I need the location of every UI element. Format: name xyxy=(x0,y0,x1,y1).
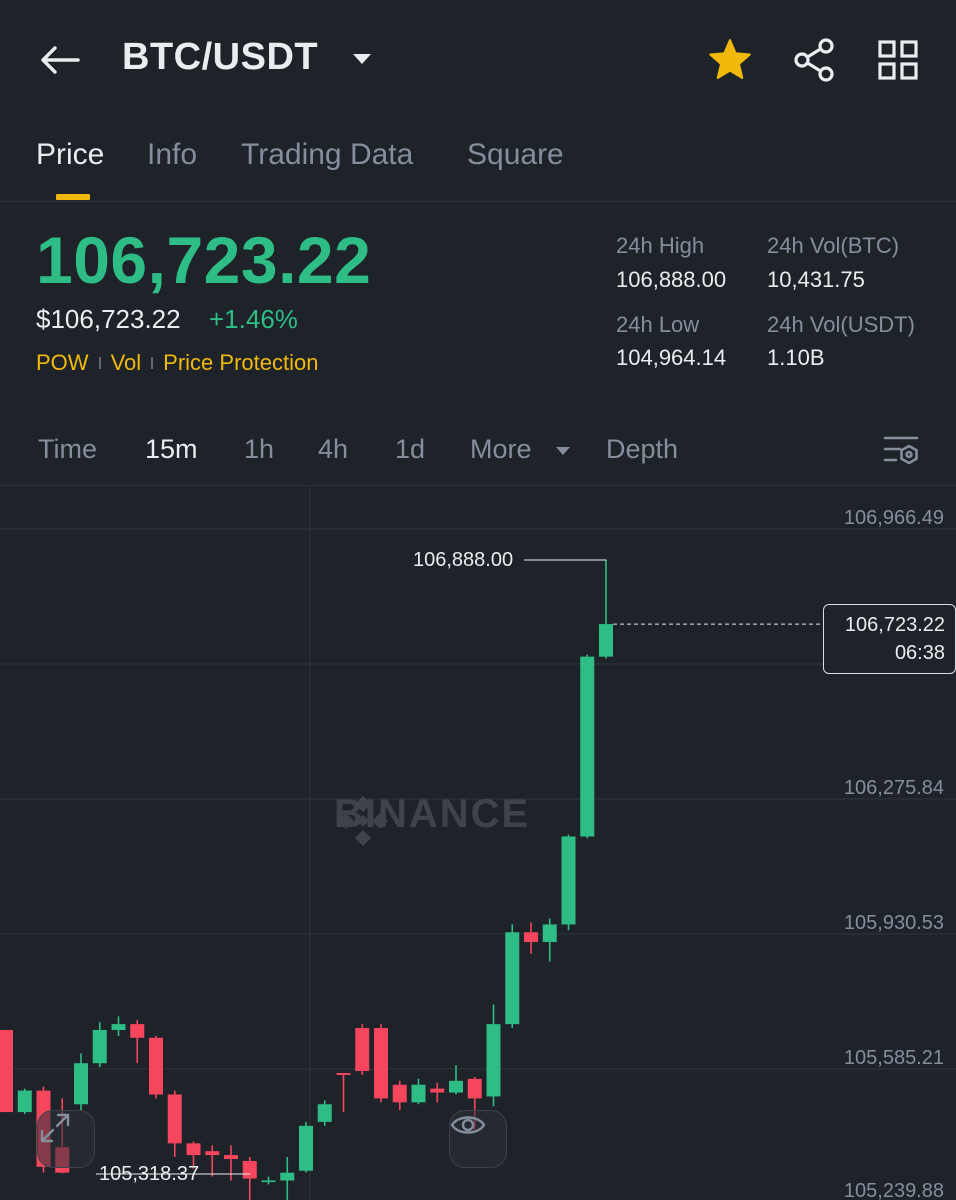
candle-body xyxy=(130,1024,145,1038)
watermark-text: BINANCE xyxy=(334,792,531,836)
high-marker-label: 106,888.00 xyxy=(413,549,514,571)
candle-body xyxy=(505,932,520,1025)
grid-icon[interactable] xyxy=(874,36,922,84)
stat-vol-btc-value: 10,431.75 xyxy=(767,267,865,292)
candle-body xyxy=(374,1028,388,1099)
binance-logo-icon xyxy=(338,796,388,846)
interval-bar: Time 15m 1h 4h 1d More Depth xyxy=(0,420,956,486)
chart-settings-icon[interactable] xyxy=(880,432,922,472)
header: BTC/USDT xyxy=(0,0,956,118)
candle-body xyxy=(167,1094,182,1144)
caret-down-icon[interactable] xyxy=(350,50,374,68)
interval-1d[interactable]: 1d xyxy=(395,434,426,464)
current-price-tag[interactable]: 106,723.22 06:38 xyxy=(823,604,956,674)
candle-body xyxy=(599,624,613,657)
tab-trading-data[interactable]: Trading Data xyxy=(241,138,414,171)
expand-icon[interactable] xyxy=(37,1110,95,1168)
back-arrow-icon[interactable] xyxy=(36,36,84,84)
caret-down-icon[interactable] xyxy=(555,444,571,456)
stat-vol-usdt-label: 24h Vol(USDT) xyxy=(767,312,915,337)
stat-vol-usdt-value: 1.10B xyxy=(767,345,825,370)
active-tab-indicator xyxy=(56,194,90,200)
low-marker-label: 105,318.37 xyxy=(99,1163,200,1185)
candle-body xyxy=(430,1088,445,1093)
chart-canvas xyxy=(0,487,956,1200)
share-icon[interactable] xyxy=(790,36,838,84)
candle-body xyxy=(280,1172,295,1181)
stat-low-label: 24h Low xyxy=(616,312,700,337)
tag-vol[interactable]: Vol xyxy=(110,350,142,375)
stat-high-label: 24h High xyxy=(616,233,705,258)
candle-body xyxy=(486,1024,501,1097)
candle-body xyxy=(224,1155,238,1159)
candle-body xyxy=(242,1160,257,1179)
candle-body xyxy=(186,1143,201,1156)
tag-pow[interactable]: POW xyxy=(36,350,89,375)
low-marker-line xyxy=(96,1173,251,1175)
interval-more[interactable]: More xyxy=(470,434,532,464)
interval-depth[interactable]: Depth xyxy=(606,434,679,464)
star-icon[interactable] xyxy=(706,36,754,84)
y-axis-tick: 105,585.21 xyxy=(843,1047,944,1069)
tag-separator xyxy=(151,357,154,369)
candle-body xyxy=(299,1125,313,1171)
y-axis-tick: 106,966.49 xyxy=(843,507,944,529)
candle-body xyxy=(449,1080,463,1093)
candle-body xyxy=(17,1090,32,1113)
candle-body xyxy=(355,1028,370,1072)
y-axis-tick: 105,239.88 xyxy=(843,1180,944,1200)
candle-body xyxy=(111,1024,126,1030)
candle-body xyxy=(261,1180,276,1183)
candle-body xyxy=(580,656,595,837)
tab-price[interactable]: Price xyxy=(36,138,105,171)
current-price-value: 106,723.22 xyxy=(844,614,945,636)
interval-1h[interactable]: 1h xyxy=(244,434,275,464)
candle-body xyxy=(411,1084,426,1103)
candle-body xyxy=(0,1029,13,1113)
candle-body xyxy=(205,1151,220,1156)
tab-square[interactable]: Square xyxy=(467,138,564,171)
tag-price-protection[interactable]: Price Protection xyxy=(163,350,319,375)
price-usd: $106,723.22 xyxy=(36,304,181,334)
stat-high-value: 106,888.00 xyxy=(616,267,727,292)
candlestick-chart[interactable]: 106,966.49 106,275.84 105,930.53 105,585… xyxy=(0,487,956,1200)
candle-body xyxy=(392,1084,407,1103)
candle-body xyxy=(74,1063,88,1105)
candle-body xyxy=(524,932,538,943)
candle-body xyxy=(467,1078,482,1099)
candle-body xyxy=(317,1104,332,1122)
last-price: 106,723.22 xyxy=(36,223,372,297)
interval-4h[interactable]: 4h xyxy=(318,434,349,464)
stat-vol-btc-label: 24h Vol(BTC) xyxy=(767,233,900,258)
y-axis-tick: 105,930.53 xyxy=(843,912,944,934)
y-axis-tick: 106,275.84 xyxy=(843,777,944,799)
eye-icon[interactable] xyxy=(449,1110,507,1168)
interval-time[interactable]: Time xyxy=(38,434,97,464)
tab-info[interactable]: Info xyxy=(147,138,198,171)
tag-list: POW Vol Price Protection xyxy=(36,350,318,376)
price-change: +1.46% xyxy=(209,304,298,334)
candle-body xyxy=(149,1037,163,1095)
candle-body xyxy=(336,1072,351,1075)
candle-body xyxy=(561,836,576,925)
candle-body xyxy=(92,1029,107,1064)
interval-15m[interactable]: 15m xyxy=(145,434,198,464)
candle-countdown: 06:38 xyxy=(894,642,945,664)
tag-separator xyxy=(98,357,101,369)
pair-title[interactable]: BTC/USDT xyxy=(122,36,319,78)
candle-body xyxy=(542,924,557,943)
binance-watermark: BINANCE xyxy=(334,792,531,846)
tab-bar: Price Info Trading Data Square xyxy=(0,130,956,202)
stat-low-value: 104,964.14 xyxy=(616,345,727,370)
